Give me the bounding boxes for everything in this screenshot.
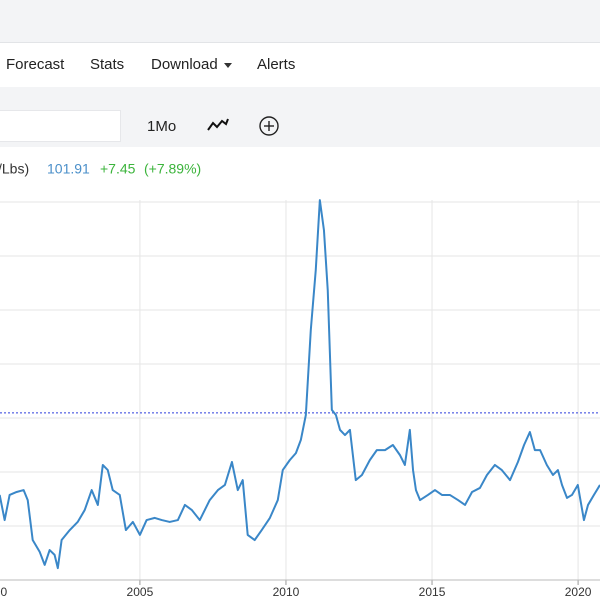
legend-unit: /Lbs) xyxy=(0,161,29,177)
add-icon[interactable] xyxy=(258,115,280,137)
x-tick-label: 2020 xyxy=(565,585,592,599)
search-input[interactable] xyxy=(0,110,121,142)
chart: /Lbs) 101.91 +7.45 (+7.89%) 2000 2005 2010… xyxy=(0,161,600,599)
icon-shape xyxy=(259,116,279,136)
x-tick-label: 2005 xyxy=(127,585,154,599)
range-button[interactable]: 1Mo xyxy=(147,118,177,135)
x-tick-label: 2000 xyxy=(0,585,8,599)
tab[interactable]: Stats xyxy=(90,56,125,73)
caret-icon xyxy=(223,62,232,68)
legend-value: 101.91 xyxy=(47,161,90,177)
tab[interactable]: Download xyxy=(151,56,232,73)
nav-bar: Forecast Stats Download Alerts xyxy=(0,42,600,88)
gap-band xyxy=(0,87,600,104)
toolbar: 1Mo xyxy=(0,104,600,147)
tab[interactable]: Forecast xyxy=(6,56,65,73)
line-type-icon[interactable] xyxy=(207,118,229,132)
data-line xyxy=(0,199,600,570)
x-tick-label: 2015 xyxy=(419,585,446,599)
x-tick-label: 2010 xyxy=(273,585,300,599)
legend-change: +7.45 xyxy=(100,161,136,177)
icon-shape xyxy=(207,118,229,131)
tab-label[interactable]: Download xyxy=(151,56,218,73)
top-band xyxy=(0,0,600,42)
tab[interactable]: Alerts xyxy=(257,56,296,73)
legend-change-pct: (+7.89%) xyxy=(144,161,201,177)
